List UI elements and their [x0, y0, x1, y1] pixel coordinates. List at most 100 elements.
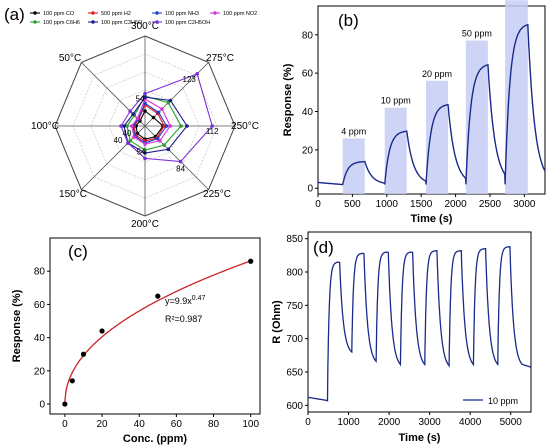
y-axis-title: R (Ohm) — [271, 300, 283, 344]
y-tick-label: 850 — [286, 234, 303, 245]
legend-swatch-marker — [91, 11, 95, 15]
x-tick-label: 0 — [315, 199, 321, 210]
legend-swatch-marker — [155, 11, 159, 15]
fit-equation: y=9.9x0.47 — [165, 295, 206, 306]
y-tick-label: 800 — [286, 268, 303, 279]
radar-data-point — [143, 95, 147, 99]
exposure-highlight — [384, 107, 407, 194]
radar-value-label: 54 — [137, 147, 146, 156]
radar-value-label: 40 — [123, 129, 132, 138]
concentration-label: 10 ppm — [381, 96, 411, 106]
radar-data-point — [119, 124, 123, 128]
exposure-highlight — [505, 0, 528, 194]
radar-data-point — [125, 124, 129, 128]
legend-swatch-marker — [33, 11, 37, 15]
panel-b-label: (b) — [338, 11, 359, 30]
legend-entry: 100 ppm C2H5OH — [165, 20, 210, 26]
x-axis-title: Conc. (ppm) — [123, 433, 187, 445]
radar-data-point — [158, 139, 162, 143]
x-tick-label: 2000 — [444, 199, 467, 210]
panel-a-label: (a) — [4, 5, 25, 24]
x-tick-label: 0 — [305, 417, 311, 428]
panel-c-label: (c) — [68, 242, 88, 261]
radar-axis-label: 100°C — [31, 121, 59, 132]
radar-value-label: 123 — [183, 75, 197, 84]
exposure-highlight — [342, 138, 365, 194]
y-axis-title: Response (%) — [11, 289, 23, 362]
radar-data-point — [128, 139, 132, 143]
radar-data-point — [151, 115, 156, 120]
concentration-label: 50 ppm — [462, 29, 492, 39]
x-tick-label: 60 — [171, 419, 183, 430]
radar-data-point — [126, 141, 130, 145]
y-tick-label: 0 — [307, 184, 313, 195]
y-tick-label: 20 — [302, 145, 314, 156]
radar-value-label: 40 — [114, 136, 123, 145]
radar-axis-label: 150°C — [59, 189, 87, 200]
legend-entry: 100 ppm C3H6O — [101, 20, 143, 26]
radar-axis-label: 275°C — [206, 53, 234, 64]
x-tick-label: 1000 — [376, 199, 399, 210]
data-point — [62, 401, 68, 407]
radar-data-point — [179, 124, 183, 128]
radar-data-point — [122, 124, 126, 128]
y-tick-label: 60 — [302, 69, 314, 80]
x-tick-label: 5000 — [500, 417, 523, 428]
y-tick-label: 80 — [302, 30, 314, 41]
radar-data-point — [130, 124, 134, 128]
x-tick-label: 0 — [62, 419, 68, 430]
radar-data-point — [195, 72, 199, 76]
radar-data-point — [164, 124, 169, 128]
x-tick-label: 4000 — [459, 417, 482, 428]
x-tick-label: 3000 — [419, 417, 442, 428]
x-tick-label: 40 — [134, 419, 146, 430]
y-tick-label: 600 — [286, 401, 303, 412]
radar-data-point — [210, 124, 214, 128]
radar-data-point — [166, 147, 171, 152]
data-point — [99, 328, 105, 334]
radar-data-point — [143, 91, 147, 96]
radar-data-point — [131, 112, 135, 116]
y-tick-label: 0 — [39, 400, 45, 411]
x-tick-label: 1000 — [337, 417, 360, 428]
resistance-curve — [307, 246, 532, 402]
legend-entry: 500 ppm H2 — [101, 11, 131, 17]
radar-data-point — [143, 156, 147, 161]
exposure-highlight — [425, 80, 449, 194]
y-tick-label: 40 — [302, 107, 314, 118]
data-point — [80, 351, 87, 357]
y-axis-title: Response (%) — [282, 63, 294, 136]
panel-c-concentration-fit-chart: 0 20 40 60 80 100 0 20 40 60 80 y=9.9x0.47 R²=0.987 C… — [11, 237, 261, 445]
radar-data-point — [143, 148, 147, 152]
radar-axis-label: 50°C — [59, 53, 81, 64]
legend-swatch-marker — [33, 20, 37, 24]
radar-axis-label: 300°C — [131, 21, 159, 32]
fit-curve — [64, 260, 251, 405]
radar-data-point — [162, 143, 166, 147]
concentration-label: 20 ppm — [422, 69, 452, 79]
x-tick-label: 2000 — [378, 417, 401, 428]
radar-value-label: 54 — [136, 95, 145, 104]
legend-entry: 100 ppm NO2 — [223, 11, 257, 17]
radar-axis-label: 250°C — [231, 121, 259, 132]
panel-d-resistance-chart: 0 1000 2000 3000 4000 5000 600 650 700 750 800 850 1… — [271, 231, 532, 444]
y-tick-label: 20 — [34, 366, 46, 377]
radar-data-point — [185, 124, 189, 128]
radar-data-point — [168, 98, 173, 103]
legend-entry: 100 ppm C6H6 — [43, 20, 80, 26]
exposure-highlight — [465, 40, 488, 195]
panel-d-label: (d) — [313, 238, 334, 257]
concentration-label: 4 ppm — [341, 126, 366, 136]
y-tick-label: 40 — [34, 333, 46, 344]
y-tick-label: 60 — [34, 300, 46, 311]
response-curve — [318, 23, 546, 186]
radar-data-point — [143, 151, 147, 155]
plot-frame — [307, 231, 532, 413]
y-tick-label: 700 — [286, 334, 303, 345]
radar-data-point — [178, 159, 183, 164]
data-point — [248, 258, 254, 264]
radar-data-point — [143, 109, 147, 113]
legend-swatch-marker — [213, 11, 217, 15]
